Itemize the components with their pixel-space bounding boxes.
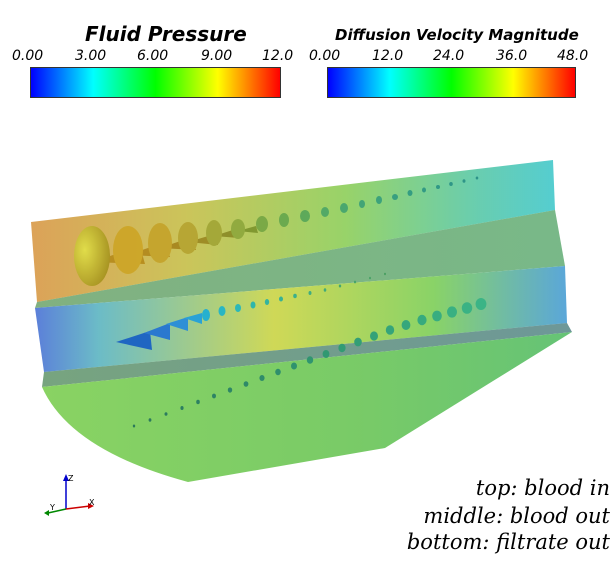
pressure-colorbar-title: Fluid Pressure <box>85 22 247 46</box>
y-axis-label: Y <box>49 503 55 512</box>
legend-bottom: bottom: filtrate out <box>406 530 610 554</box>
velocity-tick-3: 36.0 <box>496 48 528 64</box>
velocity-tick-0: 0.00 <box>309 48 341 64</box>
x-axis-label: X <box>89 498 95 507</box>
velocity-tick-4: 48.0 <box>557 48 589 64</box>
pressure-tick-1: 3.00 <box>75 48 107 64</box>
velocity-tick-2: 24.0 <box>433 48 465 64</box>
velocity-tick-1: 12.0 <box>372 48 404 64</box>
z-axis-label: Z <box>68 474 74 483</box>
legend-middle: middle: blood out <box>423 504 610 528</box>
x-axis-arrow <box>88 503 94 509</box>
pressure-tick-3: 9.00 <box>201 48 233 64</box>
velocity-colorbar-title: Diffusion Velocity Magnitude <box>335 26 579 44</box>
pressure-tick-4: 12.0 <box>262 48 294 64</box>
z-axis-arrow <box>63 474 69 481</box>
y-axis-line <box>47 508 67 514</box>
legend-top: top: blood in <box>475 476 610 500</box>
velocity-colorbar <box>327 67 576 98</box>
pressure-tick-0: 0.00 <box>12 48 44 64</box>
pressure-tick-2: 6.00 <box>137 48 169 64</box>
pressure-colorbar <box>30 67 281 98</box>
y-axis-arrow <box>44 510 49 516</box>
x-axis-line <box>65 505 91 510</box>
